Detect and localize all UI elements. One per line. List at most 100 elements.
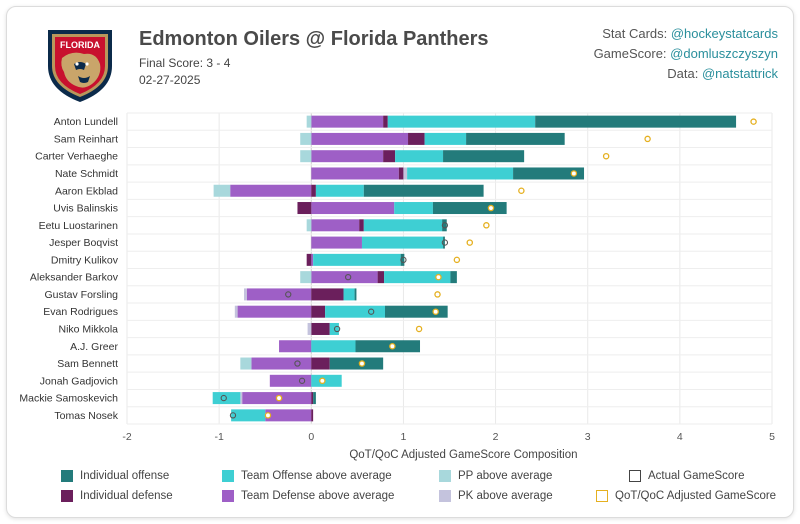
bar-segment-ind-def [311, 305, 326, 318]
actual-gamescore-marker [333, 325, 341, 333]
bar-segment-ind-def [377, 271, 385, 284]
x-tick-label: 1 [401, 431, 407, 443]
x-tick-label: 2 [493, 431, 499, 443]
bar-segment-pp [300, 271, 312, 284]
x-tick-label: -2 [122, 431, 131, 443]
bar-segment-pk [244, 288, 247, 301]
bar-segment-ind-off [450, 271, 457, 284]
bar-segment-ind-off [513, 167, 585, 180]
bar-segment-team-def [311, 271, 378, 284]
bar-segment-team-def [279, 340, 312, 353]
bar-segment-pk [240, 392, 243, 405]
bar-segment-pp [300, 150, 312, 163]
bar-segment-team-def [311, 167, 399, 180]
bar-segment-ind-off [363, 184, 484, 197]
player-label: Carter Verhaeghe [35, 151, 118, 163]
actual-gamescore-marker [400, 256, 407, 264]
final-score: Final Score: 3 - 4 [139, 56, 231, 70]
credit-gamescore: GameScore: @domluszczyszyn [593, 46, 778, 61]
credit-handle[interactable]: @domluszczyszyn [670, 46, 778, 61]
player-label: A.J. Greer [70, 341, 118, 353]
player-label: Uvis Balinskis [53, 203, 118, 215]
player-label: Anton Lundell [54, 116, 118, 128]
bar-segment-pp [300, 132, 312, 145]
legend-item-pp: PP above average [439, 470, 552, 482]
bar-segment-ind-def [306, 253, 312, 266]
legend-swatch [61, 470, 73, 482]
bar-segment-team-off [231, 409, 266, 422]
qot-adjusted-marker [602, 152, 610, 160]
player-label: Mackie Samoskevich [19, 393, 118, 405]
bar-segment-ind-def [383, 150, 396, 163]
qot-adjusted-marker [434, 291, 441, 298]
legend-swatch [222, 470, 234, 482]
qot-adjusted-marker [319, 377, 326, 385]
bar-segment-team-off [311, 340, 356, 353]
legend-swatch [629, 470, 641, 482]
bar-segment-team-off [361, 236, 444, 249]
player-label: Evan Rodrigues [43, 306, 118, 318]
bar-segment-team-def [311, 132, 409, 145]
bar-segment-ind-off [400, 253, 405, 266]
bar-segment-team-def [311, 253, 314, 266]
bar-segment-team-def [311, 202, 395, 215]
qot-adjusted-marker [518, 187, 525, 194]
bar-segment-ind-off [443, 236, 445, 249]
bar-segment-team-def [246, 288, 312, 301]
legend-swatch [61, 490, 73, 502]
chart-title: Edmonton Oilers @ Florida Panthers [139, 28, 489, 50]
qot-adjusted-marker [435, 273, 442, 281]
legend-item-ind-def: Individual defense [61, 490, 173, 502]
actual-gamescore-marker [220, 394, 227, 402]
legend-item-ind-off: Individual offense [61, 470, 169, 482]
game-date: 02-27-2025 [139, 73, 201, 87]
bar-segment-team-off [387, 115, 536, 128]
player-label: Jonah Gadjovich [40, 375, 118, 387]
bar-segment-ind-def [311, 288, 344, 301]
x-tick-label: 3 [585, 431, 591, 443]
bar-segment-ind-off [442, 219, 447, 232]
legend-item-pk: PK above average [439, 490, 553, 502]
player-label: Sam Reinhart [54, 133, 118, 145]
bar-segment-team-off [395, 150, 444, 163]
qot-adjusted-marker [570, 170, 578, 177]
bar-segment-ind-def [311, 184, 316, 197]
actual-gamescore-marker [285, 291, 292, 298]
x-axis-label: QoT/QoC Adjusted GameScore Composition [349, 449, 577, 461]
bar-segment-pp [306, 115, 312, 128]
credit-handle[interactable]: @hockeystatcards [670, 26, 778, 41]
actual-gamescore-marker [441, 222, 449, 229]
bar-segment-pp [240, 357, 252, 370]
bar-segment-pk [403, 167, 408, 180]
x-tick-label: 5 [769, 431, 775, 443]
actual-gamescore-marker [298, 377, 306, 384]
bar-segment-team-off [384, 271, 451, 284]
credit-handle[interactable]: @natstattrick [701, 66, 778, 81]
bar-segment-ind-def [311, 322, 330, 335]
legend-item-qot: QoT/QoC Adjusted GameScore [596, 490, 776, 502]
bar-segment-ind-def [311, 392, 314, 405]
legend-swatch [222, 490, 234, 502]
bar-segment-team-def [265, 409, 312, 422]
legend-item-team-def: Team Defense above average [222, 490, 394, 502]
qot-adjusted-marker [487, 204, 495, 212]
qot-adjusted-marker [415, 325, 423, 333]
bar-segment-ind-def [311, 409, 314, 422]
qot-adjusted-marker [483, 222, 490, 229]
bar-segment-pk [234, 305, 238, 318]
qot-adjusted-marker [432, 308, 439, 315]
player-label: Nate Schmidt [55, 168, 118, 180]
player-label: Niko Mikkola [58, 323, 118, 335]
bar-segment-ind-off [354, 288, 357, 301]
bar-segment-ind-def [398, 167, 404, 180]
x-tick-label: 0 [308, 431, 314, 443]
bar-segment-ind-def [359, 219, 364, 232]
bar-segment-team-def [237, 305, 312, 318]
bar-segment-team-off [343, 288, 355, 301]
bar-segment-ind-off [313, 392, 316, 405]
bar-segment-ind-def [297, 202, 312, 215]
x-tick-label: -1 [214, 431, 223, 443]
actual-gamescore-marker [344, 273, 352, 281]
bar-segment-team-def [251, 357, 312, 370]
actual-gamescore-marker [368, 308, 375, 315]
